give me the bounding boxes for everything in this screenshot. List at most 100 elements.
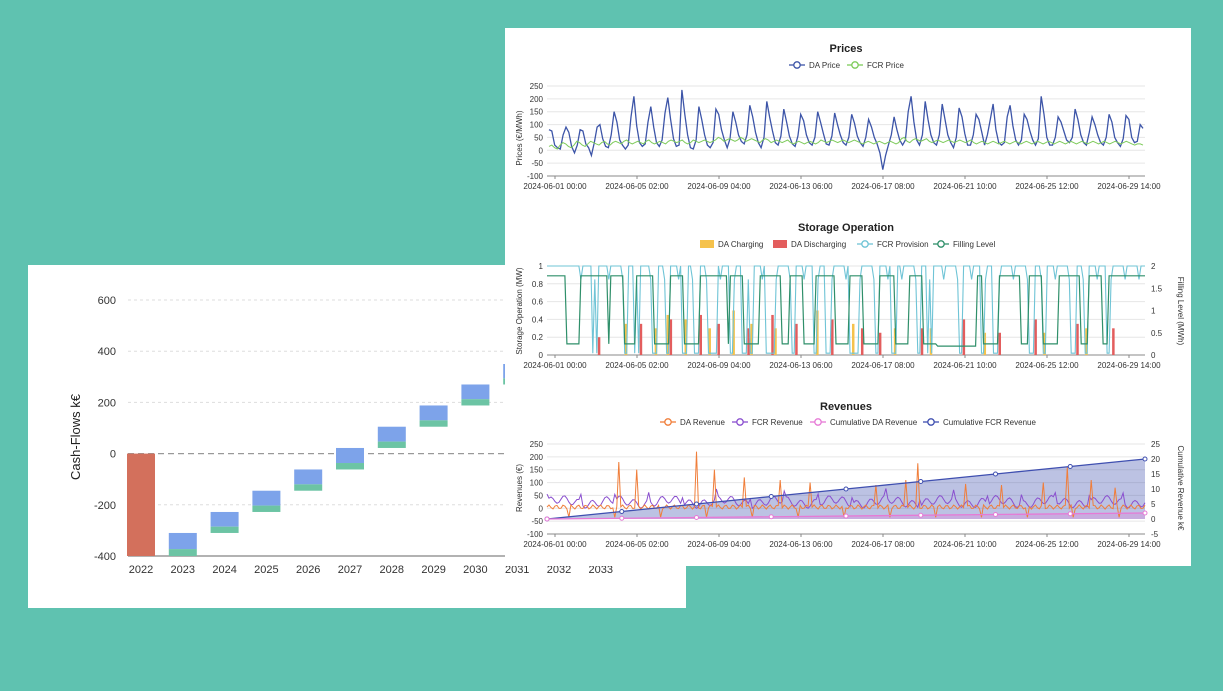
storage-ytick: 0 [539, 351, 544, 360]
storage-discharging-bar [717, 323, 720, 355]
prices-ytick: 50 [534, 133, 543, 142]
revenues-cum-da-marker [993, 512, 998, 517]
revenues-xtick: 2024-06-29 14:00 [1097, 540, 1161, 549]
prices-ytick: 100 [530, 121, 544, 130]
cashflow-bar-base-2024 [210, 526, 239, 533]
revenues-ytick: 0 [539, 504, 544, 513]
prices-ylabel: Prices (€/MWh) [515, 110, 524, 165]
storage-charging-bar [684, 319, 688, 355]
storage-legend[interactable]: DA Charging DA Discharging FCR Provision… [700, 240, 995, 249]
cashflow-xtick: 2023 [171, 564, 195, 576]
storage-discharging-bar [878, 332, 882, 355]
cashflow-xtick: 2033 [589, 564, 613, 576]
storage-discharging-bar [860, 328, 864, 355]
cashflow-xtick: 2030 [463, 564, 487, 576]
revenues-y2tick: 10 [1151, 485, 1160, 494]
legend-da-discharging: DA Discharging [791, 240, 846, 249]
cashflow-bar-base-2028 [377, 441, 406, 448]
prices-xtick: 2024-06-09 04:00 [687, 182, 751, 191]
cashflow-bar-2024 [210, 511, 239, 527]
storage-discharging-bar [669, 319, 673, 355]
prices-xtick: 2024-06-25 12:00 [1015, 182, 1079, 191]
prices-ytick: -100 [527, 172, 544, 181]
cashflow-bar-base-2023 [168, 549, 197, 556]
storage-charging-bar [654, 328, 658, 355]
legend-da-charging: DA Charging [718, 240, 763, 249]
storage-discharging-bar [962, 319, 966, 355]
revenues-ytick: 100 [530, 479, 544, 488]
cashflow-ytick: 600 [98, 295, 116, 307]
cashflow-xtick: 2028 [380, 564, 404, 576]
storage-xtick: 2024-06-21 10:00 [933, 361, 997, 370]
revenues-cum-da-marker [1142, 510, 1148, 516]
revenues-y2label: Cumulative Revenue k€ [1176, 446, 1185, 531]
revenues-xtick: 2024-06-25 12:00 [1015, 540, 1079, 549]
legend-cum-fcr-marker [927, 418, 935, 426]
revenues-legend[interactable]: DA Revenue FCR Revenue Cumulative DA Rev… [660, 418, 1036, 427]
storage-charging-bar [750, 323, 753, 355]
storage-discharging-bar [747, 328, 750, 355]
revenues-xtick: 2024-06-01 00:00 [523, 540, 587, 549]
storage-y2tick: 1 [1151, 307, 1156, 316]
storage-title: Storage Operation [798, 222, 894, 234]
cashflow-ytick: 0 [110, 449, 116, 461]
cashflow-xtick: 2026 [296, 564, 320, 576]
storage-xtick: 2024-06-29 14:00 [1097, 361, 1161, 370]
revenues-y2tick: 20 [1151, 455, 1160, 464]
storage-discharging-bar [998, 332, 1001, 355]
revenues-xtick: 2024-06-09 04:00 [687, 540, 751, 549]
prices-ytick: 150 [530, 108, 544, 117]
cashflow-bar-2026 [294, 469, 323, 485]
legend-fcr-provision: FCR Provision [877, 240, 929, 249]
prices-ytick: 200 [530, 95, 544, 104]
prices-title: Prices [829, 43, 862, 55]
revenues-y2tick: 0 [1151, 515, 1156, 524]
cashflow-xtick: 2031 [505, 564, 529, 576]
revenues-cum-da-marker [843, 513, 849, 519]
revenues-y2tick: 25 [1151, 440, 1160, 449]
charts-panel: Prices DA Price FCR Price Prices (€/MWh)… [505, 28, 1191, 566]
storage-xtick: 2024-06-17 08:00 [851, 361, 915, 370]
storage-ytick: 1 [539, 262, 544, 271]
storage-discharging-bar [795, 323, 798, 355]
storage-discharging-bar [1034, 319, 1037, 355]
storage-xtick: 2024-06-05 02:00 [605, 361, 669, 370]
revenues-cum-fcr-marker [619, 509, 625, 514]
legend-filling-level: Filling Level [953, 240, 995, 249]
cashflow-xtick: 2029 [421, 564, 445, 576]
legend-fcr-revenue: FCR Revenue [752, 418, 803, 427]
prices-xtick: 2024-06-05 02:00 [605, 182, 669, 191]
storage-charging-bar [774, 328, 777, 355]
revenues-cum-da-marker [918, 512, 924, 518]
storage-charging-bar [1085, 328, 1088, 355]
revenues-cum-da-marker [694, 515, 699, 520]
cashflow-bar-base-2027 [336, 463, 364, 470]
revenues-cum-fcr-marker [768, 494, 774, 499]
prices-legend[interactable]: DA Price FCR Price [789, 61, 904, 70]
storage-filling-level-line [547, 275, 1145, 347]
storage-discharging-bar [831, 319, 834, 355]
legend-fcr-price-marker [851, 61, 859, 69]
storage-ylabel: Storage Operation (MW) [515, 267, 524, 354]
revenues-y2tick: 5 [1151, 500, 1156, 509]
cashflow-ytick: 200 [98, 397, 116, 409]
cashflow-bar-2029 [419, 405, 448, 421]
cashflow-ylabel: Cash-Flows k€ [68, 393, 83, 480]
revenues-cum-da-marker [1067, 511, 1073, 517]
revenues-ytick: -100 [527, 530, 544, 539]
time-series-charts: Prices DA Price FCR Price Prices (€/MWh)… [515, 43, 1185, 549]
prices-xtick: 2024-06-29 14:00 [1097, 182, 1161, 191]
cashflow-ytick: 400 [98, 346, 116, 358]
storage-discharging-bar [699, 314, 702, 355]
revenues-cum-fcr-marker [1142, 456, 1148, 462]
storage-ytick: 0.8 [532, 280, 544, 289]
legend-da-price: DA Price [809, 61, 841, 70]
revenues-cum-da-marker [768, 514, 774, 520]
cashflow-bar-base-2026 [294, 484, 323, 491]
revenues-ytick: 50 [534, 491, 543, 500]
prices-xtick: 2024-06-01 00:00 [523, 182, 587, 191]
cashflow-bar-base-2025 [252, 505, 281, 512]
storage-charging-bar [816, 310, 819, 355]
legend-da-charging-swatch [700, 240, 714, 248]
storage-xtick: 2024-06-09 04:00 [687, 361, 751, 370]
